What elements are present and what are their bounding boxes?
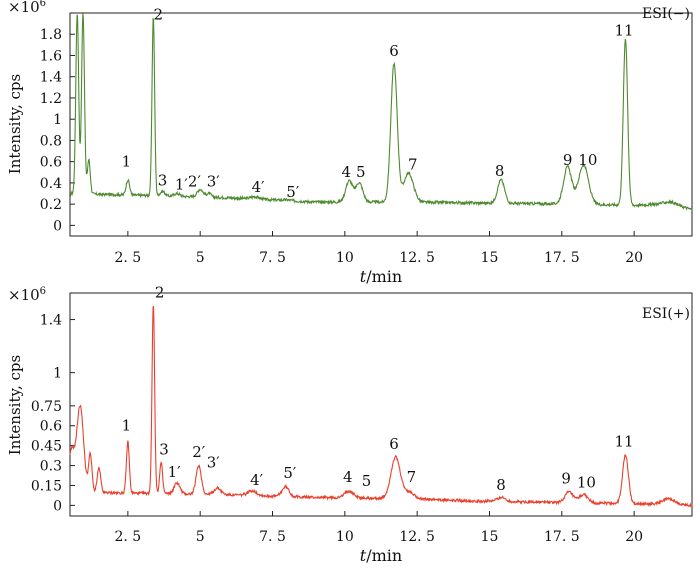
x-axis-symbol: t <box>360 546 367 565</box>
x-tick-label: 15 <box>481 250 499 266</box>
multiplier-label-bottom: ×106 <box>8 286 46 304</box>
x-tick-label: 5 <box>196 250 205 266</box>
x-axis-ticks-top: 2. 5 5 7. 5 10 12. 5 15 17. 5 20 <box>115 231 643 266</box>
plot-frame-top <box>69 12 693 237</box>
peak-label: 3′ <box>207 172 221 190</box>
y-axis-label-bottom: Intensity, cps <box>6 355 24 455</box>
x-tick-label: 2. 5 <box>115 250 142 266</box>
peak-label: 2 <box>153 6 163 24</box>
x-tick-label: 7. 5 <box>259 529 286 545</box>
peak-label: 7 <box>408 155 418 173</box>
y-tick-label: 0.2 <box>40 197 62 213</box>
x-tick-label: 12. 5 <box>399 529 435 545</box>
x-tick-label: 10 <box>336 250 354 266</box>
y-tick-label: 1.6 <box>40 48 62 64</box>
peak-label: 6 <box>389 42 399 60</box>
x-tick-label: 17. 5 <box>544 529 580 545</box>
peak-label: 5′ <box>286 183 300 201</box>
peak-label: 5′ <box>283 464 297 482</box>
peak-label: 9 <box>561 469 571 487</box>
y-tick-label: 0 <box>53 218 62 234</box>
y-axis-ticks-top: 0 0.2 0.4 0.6 0.8 1 1.2 1.4 1.6 1.8 <box>40 27 75 234</box>
peak-label: 4 <box>343 468 353 486</box>
peak-label: 3′ <box>207 454 221 472</box>
y-tick-label: 1 <box>53 112 62 128</box>
y-tick-label: 1.4 <box>40 313 62 329</box>
x-tick-label: 20 <box>625 529 643 545</box>
x-axis-symbol: t <box>360 267 367 286</box>
multiplier-exponent: 6 <box>40 286 46 297</box>
y-axis-label-top: Intensity, cps <box>6 74 24 174</box>
peak-label: 11 <box>614 432 633 450</box>
peak-label: 3 <box>159 440 169 458</box>
peak-label: 7 <box>407 468 417 486</box>
multiplier-exponent: 6 <box>40 0 46 9</box>
peak-label: 2′ <box>192 443 206 461</box>
peak-label: 1 <box>122 152 132 170</box>
peak-label: 9 <box>563 151 573 169</box>
peak-label: 8 <box>496 476 506 494</box>
ion-mode-label-negative: ESI(−) <box>642 6 690 22</box>
y-axis-ticks-bottom: 0 0.15 0.3 0.45 0.6 0.75 1 1.4 <box>31 313 75 514</box>
y-tick-label: 0.6 <box>40 155 62 171</box>
x-tick-label: 17. 5 <box>544 250 580 266</box>
esi-negative-panel: 00.20.40.60.811.21.41.61.8 2. 5 5 7. 5 10 12… <box>6 0 693 286</box>
peak-label: 1′ <box>168 463 182 481</box>
y-tick-label: 1 <box>53 366 62 382</box>
multiplier-times: ×10 <box>8 286 40 304</box>
y-tick-label: 0.6 <box>40 419 62 435</box>
x-tick-label: 2. 5 <box>115 529 142 545</box>
peak-label: 8 <box>495 162 505 180</box>
x-axis-unit: /min <box>366 267 402 286</box>
multiplier-label-top: ×106 <box>8 0 46 16</box>
peak-label: 4′ <box>252 178 266 196</box>
y-tick-label: 0.45 <box>31 439 62 455</box>
ion-mode-label-positive: ESI(+) <box>642 306 690 322</box>
peak-label: 4 <box>342 163 352 181</box>
x-tick-label: 12. 5 <box>399 250 435 266</box>
y-tick-label: 1.2 <box>40 91 62 107</box>
x-tick-label: 15 <box>481 529 499 545</box>
x-tick-label: 7. 5 <box>259 250 286 266</box>
peak-label: 2′ <box>188 172 202 190</box>
y-tick-label: 0.75 <box>31 399 62 415</box>
peak-label: 11 <box>614 22 633 40</box>
peak-labels-top: 1 2 3 1′ 2′ 3′ 4′ 5′ 4 5 6 7 8 9 10 11 <box>122 6 634 201</box>
y-tick-label: 0.4 <box>40 176 62 192</box>
plot-frame-bottom <box>69 292 693 517</box>
peak-label: 5 <box>356 163 366 181</box>
y-tick-label: 0.3 <box>40 459 62 475</box>
x-axis-ticks-bottom: 2. 5 5 7. 5 10 12. 5 15 17. 5 20 <box>115 511 643 545</box>
peak-label: 6 <box>389 435 399 453</box>
peak-label: 4′ <box>250 471 264 489</box>
peak-label: 1′ <box>175 176 189 194</box>
y-tick-label: 1.4 <box>40 70 62 86</box>
x-axis-label-top: t/min <box>360 267 402 286</box>
peak-label: 10 <box>577 473 596 491</box>
y-tick-label: 0.8 <box>40 133 62 149</box>
y-tick-label: 1.8 <box>40 27 62 43</box>
chromatogram-trace-positive <box>69 305 693 508</box>
chromatogram-trace-negative <box>69 13 693 211</box>
peak-label: 2 <box>155 284 165 302</box>
peak-label: 3 <box>158 171 168 189</box>
peak-label: 5 <box>362 472 372 490</box>
peak-label: 10 <box>578 151 597 169</box>
peak-label: 1 <box>122 416 132 434</box>
x-tick-label: 5 <box>196 529 205 545</box>
x-tick-label: 20 <box>625 250 643 266</box>
x-tick-label: 10 <box>336 529 354 545</box>
multiplier-times: ×10 <box>8 0 40 16</box>
y-tick-label: 0 <box>53 498 62 514</box>
x-axis-label-bottom: t/min <box>360 546 402 565</box>
y-tick-label: 0.15 <box>31 478 62 494</box>
x-axis-unit: /min <box>366 546 402 565</box>
